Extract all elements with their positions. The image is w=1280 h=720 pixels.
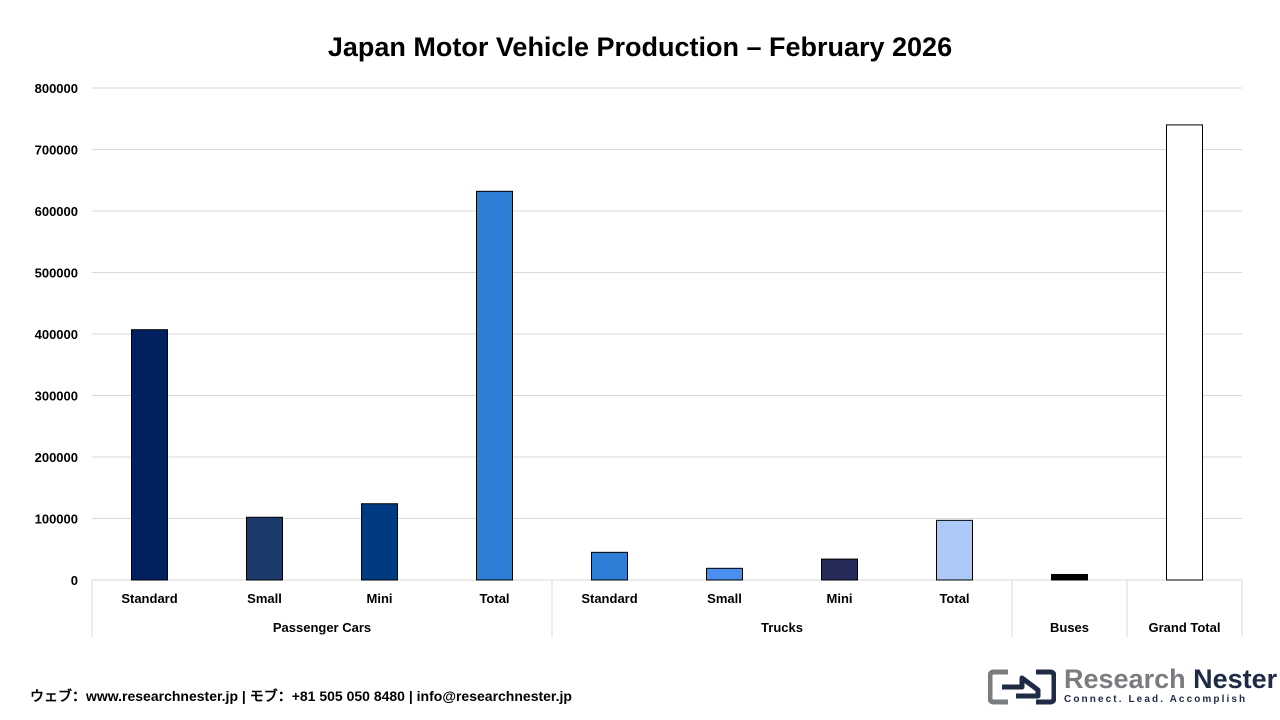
y-tick-label: 100000 <box>35 512 78 527</box>
research-nester-logo: Research Nester Connect. Lead. Accomplis… <box>988 664 1277 710</box>
bar <box>246 516 283 581</box>
bar <box>361 503 398 581</box>
bar <box>1166 124 1203 581</box>
bar <box>821 558 858 581</box>
y-tick-label: 200000 <box>35 450 78 465</box>
bar <box>936 519 973 581</box>
logo-name-part2: Nester <box>1193 664 1278 694</box>
category-label: Mini <box>367 591 393 606</box>
category-label: Mini <box>827 591 853 606</box>
chart-title: Japan Motor Vehicle Production – Februar… <box>327 32 953 62</box>
footer-contact-info: ウェブ：www.researchnester.jp | モブ：+81 505 0… <box>30 688 572 704</box>
category-label: Small <box>707 591 742 606</box>
bar <box>591 551 628 581</box>
category-label: Total <box>479 591 509 606</box>
logo-name: Research Nester <box>1064 664 1277 695</box>
group-label: Trucks <box>761 620 803 635</box>
y-tick-label: 300000 <box>35 389 78 404</box>
bar <box>1051 573 1088 581</box>
y-tick-label: 800000 <box>35 81 78 96</box>
category-label: Total <box>939 591 969 606</box>
logo-name-part1: Research <box>1064 664 1194 694</box>
group-label: Grand Total <box>1149 620 1221 635</box>
group-label: Passenger Cars <box>273 620 371 635</box>
y-tick-label: 500000 <box>35 266 78 281</box>
y-tick-label: 700000 <box>35 143 78 158</box>
y-tick-label: 400000 <box>35 327 78 342</box>
category-label: Small <box>247 591 282 606</box>
y-tick-label: 0 <box>71 573 78 588</box>
category-label: Standard <box>581 591 637 606</box>
bar <box>706 567 743 581</box>
bar <box>476 190 513 581</box>
bar-chart: 0 100000 200000 300000 400000 500000 600000 700… <box>35 81 1243 637</box>
logo-tagline: Connect. Lead. Accomplish <box>1064 694 1248 705</box>
y-tick-label: 600000 <box>35 204 78 219</box>
bar <box>131 329 168 581</box>
logo-mark-icon <box>988 669 1056 705</box>
group-label: Buses <box>1050 620 1089 635</box>
category-label: Standard <box>121 591 177 606</box>
